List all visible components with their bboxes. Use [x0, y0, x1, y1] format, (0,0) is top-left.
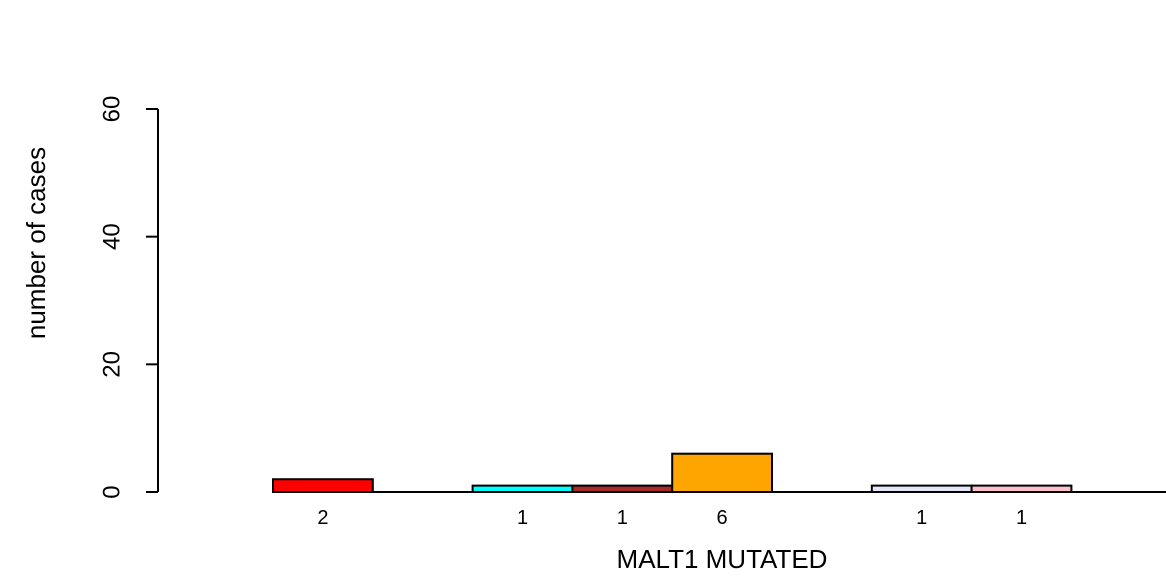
bar [272, 478, 374, 494]
bar-count-label: 1 [916, 507, 927, 529]
bars [272, 452, 1073, 494]
x-axis-title: MALT1 MUTATED [617, 544, 828, 574]
y-tick-label: 40 [99, 223, 126, 250]
bar-count-label: 1 [1016, 507, 1027, 529]
bar [671, 452, 774, 494]
y-tick-label: 20 [99, 351, 126, 378]
y-tick-label: 0 [99, 485, 126, 498]
y-axis-title: number of cases [21, 147, 51, 339]
y-tick-label: 60 [99, 96, 126, 123]
bar-count-label: 1 [617, 507, 628, 529]
y-axis: 0 20 40 60 [99, 96, 159, 499]
bar-count-label: 1 [517, 507, 528, 529]
bar-count-label: 6 [717, 507, 728, 529]
bar-count-label: 2 [317, 507, 328, 529]
